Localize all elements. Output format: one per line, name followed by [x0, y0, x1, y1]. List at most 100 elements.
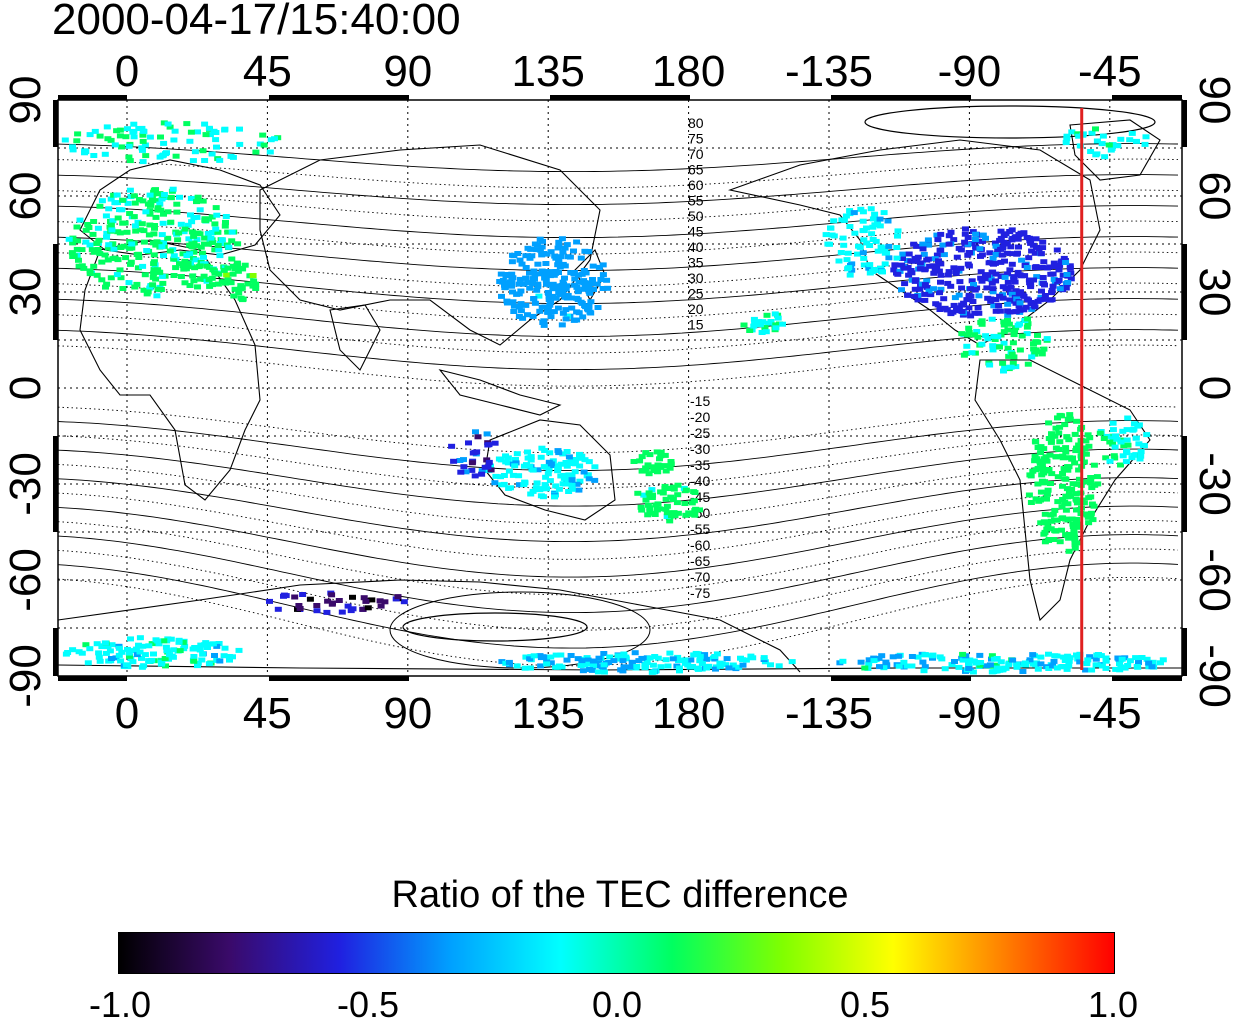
tec-data-point [164, 121, 172, 127]
contour-label: 30 [688, 270, 704, 286]
tec-data-point [505, 659, 513, 665]
tec-data-point [536, 308, 544, 314]
tec-data-point [1087, 475, 1095, 480]
tec-data-point [158, 196, 166, 202]
tec-data-point [533, 480, 541, 486]
tec-data-point [554, 305, 562, 311]
tec-data-point [997, 274, 1005, 279]
x-tick-label-bottom: 180 [652, 689, 725, 738]
tec-data-point [977, 269, 985, 275]
tec-data-point [146, 192, 154, 198]
tec-data-point [589, 281, 596, 286]
tec-data-point [885, 255, 893, 261]
coastline [974, 359, 1151, 622]
tec-data-point [1082, 451, 1090, 457]
tec-data-point [775, 663, 783, 669]
tec-data-point [865, 657, 873, 663]
tec-data-point [146, 134, 154, 140]
tec-data-point [152, 214, 160, 220]
tec-data-point [1061, 422, 1069, 428]
tec-data-point [590, 287, 597, 292]
tec-data-point [1032, 347, 1040, 353]
tec-data-point [595, 658, 603, 664]
tec-data-point [945, 269, 953, 275]
tec-data-point [914, 654, 922, 660]
tec-data-point [190, 249, 198, 255]
tec-data-point [1037, 450, 1045, 456]
tec-data-point [167, 219, 175, 225]
tec-data-point [181, 280, 189, 286]
tec-data-point [183, 121, 191, 127]
tec-data-point [130, 121, 138, 127]
tec-data-point [920, 251, 928, 257]
tec-data-point [926, 263, 934, 269]
tec-data-point [991, 337, 999, 342]
tec-data-point [972, 244, 980, 250]
tec-data-point [986, 662, 994, 668]
tec-data-point [1065, 548, 1073, 554]
tec-data-point [1110, 453, 1118, 459]
tec-data-point [657, 664, 665, 670]
tec-data-point [638, 655, 646, 661]
tec-data-point [565, 489, 573, 494]
tec-data-point [139, 263, 147, 269]
tec-data-point [532, 485, 540, 491]
tec-data-point [156, 201, 164, 207]
tec-data-point [202, 132, 210, 138]
tec-data-point [202, 640, 210, 646]
tec-data-point [500, 481, 508, 487]
tec-data-point [991, 240, 999, 246]
tec-data-point [126, 653, 133, 659]
tec-data-point [989, 260, 997, 266]
tec-data-point [256, 141, 264, 147]
tec-data-point [128, 245, 136, 251]
tec-data-point [117, 244, 125, 250]
tec-data-point [530, 268, 538, 274]
tec-data-point [549, 283, 557, 289]
tec-data-point [471, 473, 479, 479]
tec-data-point [160, 140, 168, 146]
x-tick-label-top: -90 [938, 47, 1002, 96]
tec-data-point [524, 312, 531, 318]
frame-tick-bar [1182, 244, 1187, 340]
tec-data-point [180, 229, 188, 235]
tec-data-point [185, 236, 193, 242]
tec-data-point [869, 216, 877, 222]
tec-data-point [880, 665, 888, 671]
tec-data-point [883, 250, 891, 256]
tec-data-point [205, 661, 213, 667]
tec-data-point [1011, 328, 1019, 334]
tec-data-point [299, 592, 307, 597]
tec-data-point [190, 215, 198, 221]
tec-data-point [1052, 425, 1060, 431]
tec-data-point [1004, 308, 1012, 314]
tec-data-point [107, 275, 115, 281]
tec-data-point [869, 224, 877, 230]
tec-data-point [509, 289, 516, 295]
tec-data-point [968, 350, 976, 356]
tec-data-point [167, 194, 175, 200]
tec-data-point [150, 651, 157, 657]
tec-data-point [617, 667, 625, 673]
tec-data-point [140, 228, 148, 234]
tec-data-point [468, 467, 476, 473]
tec-data-point [670, 486, 678, 492]
tec-data-point [996, 308, 1004, 314]
tec-data-point [846, 208, 854, 214]
tec-data-point [191, 645, 199, 650]
tec-data-point [1084, 657, 1092, 663]
tec-data-point [950, 237, 958, 243]
tec-data-point [139, 198, 147, 204]
tec-data-point [755, 319, 762, 325]
tec-data-point [1086, 435, 1094, 441]
tec-data-point [529, 488, 537, 494]
tec-data-point [502, 453, 509, 459]
tec-data-point [656, 456, 663, 462]
tec-data-point [1028, 354, 1036, 360]
tec-data-point [1099, 133, 1107, 139]
tec-data-point [510, 309, 518, 314]
tec-data-point [997, 259, 1005, 265]
tec-data-point [651, 512, 659, 517]
tec-data-point [1001, 364, 1009, 370]
tec-data-point [1112, 666, 1120, 672]
